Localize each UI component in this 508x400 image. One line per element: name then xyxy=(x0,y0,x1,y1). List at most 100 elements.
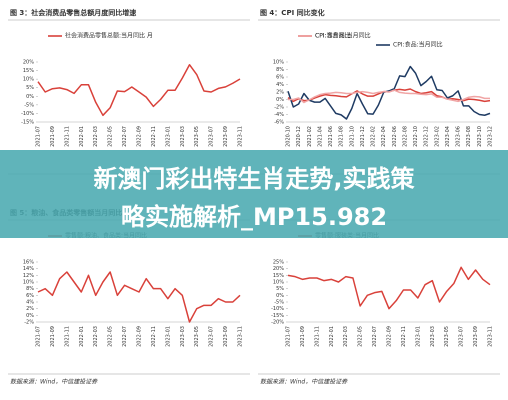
x-tick-label: 2022-05 xyxy=(358,326,364,347)
y-tick-label: 6% xyxy=(26,293,34,299)
x-tick-label: 2020-12 xyxy=(296,126,302,147)
x-tick-label: 2023-05 xyxy=(444,326,450,347)
y-tick-label: 0% xyxy=(26,313,34,319)
x-tick-label: 2022-01 xyxy=(79,326,85,347)
x-tick-label: 2023-01 xyxy=(165,326,171,347)
x-tick-label: 2020-10 xyxy=(286,126,292,147)
chart-title: 图 3：社会消费品零售总额月度同比增速 xyxy=(10,8,136,17)
x-tick-label: 2022-05 xyxy=(108,126,114,147)
y-tick-label: -6% xyxy=(274,120,284,126)
x-tick-label: 2022-11 xyxy=(151,326,157,347)
x-tick-label: 2022-11 xyxy=(151,126,157,147)
series-line xyxy=(37,63,241,117)
y-tick-label: 2% xyxy=(276,90,284,96)
x-tick-label: 2023-07 xyxy=(209,126,215,147)
source-note: 数据来源：Wind，中信建投证券 xyxy=(10,378,98,386)
legend-label: 社会消费品零售总额:当月同比 月 xyxy=(65,32,153,40)
x-tick-label: 2021-12 xyxy=(360,126,366,147)
y-tick-label: -10% xyxy=(21,111,34,117)
x-tick-label: 2023-06 xyxy=(456,126,462,147)
y-tick-label: 0% xyxy=(276,293,284,299)
y-tick-label: -4% xyxy=(274,112,284,118)
x-tick-label: 2023-09 xyxy=(223,126,229,147)
y-tick-label: 6% xyxy=(276,75,284,81)
x-tick-label: 2022-05 xyxy=(108,326,114,347)
x-tick-label: 2022-01 xyxy=(329,326,335,347)
x-tick-label: 2023-09 xyxy=(473,326,479,347)
y-tick-label: -2% xyxy=(24,320,34,326)
y-tick-label: 10% xyxy=(23,77,34,83)
x-tick-label: 2023-07 xyxy=(209,326,215,347)
x-tick-label: 2021-07 xyxy=(286,326,292,347)
y-tick-label: -15% xyxy=(271,313,284,319)
x-tick-label: 2023-01 xyxy=(415,326,421,347)
banner-text: 略实施解析_MP15.982 xyxy=(121,203,387,231)
y-tick-label: 10% xyxy=(273,60,284,66)
x-tick-label: 2021-09 xyxy=(50,326,56,347)
x-tick-label: 2022-07 xyxy=(372,326,378,347)
x-tick-label: 2022-10 xyxy=(413,126,419,147)
x-tick-label: 2021-11 xyxy=(314,326,320,347)
x-tick-label: 2022-03 xyxy=(93,326,99,347)
x-tick-label: 2023-12 xyxy=(488,126,494,147)
x-tick-label: 2023-04 xyxy=(445,126,451,147)
y-tick-label: -10% xyxy=(271,306,284,312)
x-tick-label: 2023-05 xyxy=(194,126,200,147)
x-tick-label: 2022-11 xyxy=(401,326,407,347)
x-tick-label: 2023-03 xyxy=(430,326,436,347)
legend-label: CPI:当月同比 xyxy=(315,32,351,40)
x-tick-label: 2022-12 xyxy=(424,126,430,147)
x-tick-label: 2021-11 xyxy=(64,126,70,147)
chart-title: 图 4：CPI 同比变化 xyxy=(260,8,325,17)
y-tick-label: 20% xyxy=(23,60,34,66)
y-tick-label: 15% xyxy=(23,68,34,74)
x-tick-label: 2023-03 xyxy=(180,326,186,347)
y-tick-label: -5% xyxy=(274,300,284,306)
y-tick-label: 10% xyxy=(23,280,34,286)
y-tick-label: 0% xyxy=(26,94,34,100)
x-tick-label: 2022-09 xyxy=(387,326,393,347)
series-line xyxy=(288,89,490,104)
y-tick-label: 15% xyxy=(273,273,284,279)
x-tick-label: 2021-02 xyxy=(307,126,313,147)
x-tick-label: 2021-11 xyxy=(64,326,70,347)
y-tick-label: 14% xyxy=(23,266,34,272)
x-tick-label: 2022-03 xyxy=(93,126,99,147)
y-tick-label: 25% xyxy=(273,260,284,266)
y-tick-label: 4% xyxy=(26,300,34,306)
x-tick-label: 2023-01 xyxy=(165,126,171,147)
y-tick-label: 8% xyxy=(26,286,34,292)
y-tick-label: 20% xyxy=(273,266,284,272)
banner xyxy=(0,150,508,238)
x-tick-label: 2021-06 xyxy=(328,126,334,147)
x-tick-label: 2022-07 xyxy=(122,326,128,347)
y-tick-label: -5% xyxy=(24,102,34,108)
x-tick-label: 2021-09 xyxy=(300,326,306,347)
x-tick-label: 2023-11 xyxy=(488,326,494,347)
y-tick-label: 5% xyxy=(26,85,34,91)
banner-text: 新澳门彩出特生肖走势,实践策 xyxy=(93,165,415,193)
y-tick-label: 16% xyxy=(23,260,34,266)
x-tick-label: 2023-11 xyxy=(238,126,244,147)
x-tick-label: 2022-09 xyxy=(137,326,143,347)
series-line xyxy=(287,266,491,310)
y-tick-label: 0% xyxy=(276,97,284,103)
legend-label: CPI:非食品:当月同比 xyxy=(315,32,371,40)
x-tick-label: 2022-08 xyxy=(402,126,408,147)
x-tick-label: 2023-05 xyxy=(194,326,200,347)
x-tick-label: 2021-07 xyxy=(36,326,42,347)
x-tick-label: 2023-02 xyxy=(434,126,440,147)
x-tick-label: 2022-03 xyxy=(343,326,349,347)
y-tick-label: -20% xyxy=(271,320,284,326)
y-tick-label: 2% xyxy=(26,306,34,312)
x-tick-label: 2021-08 xyxy=(339,126,345,147)
x-tick-label: 2023-11 xyxy=(238,326,244,347)
series-line xyxy=(37,271,241,323)
y-tick-label: -2% xyxy=(274,105,284,111)
x-tick-label: 2022-09 xyxy=(137,126,143,147)
legend-label: CPI:食品:当月同比 xyxy=(393,41,443,49)
x-tick-label: 2021-04 xyxy=(317,126,323,147)
series-line xyxy=(287,65,491,120)
x-tick-label: 2022-01 xyxy=(79,126,85,147)
